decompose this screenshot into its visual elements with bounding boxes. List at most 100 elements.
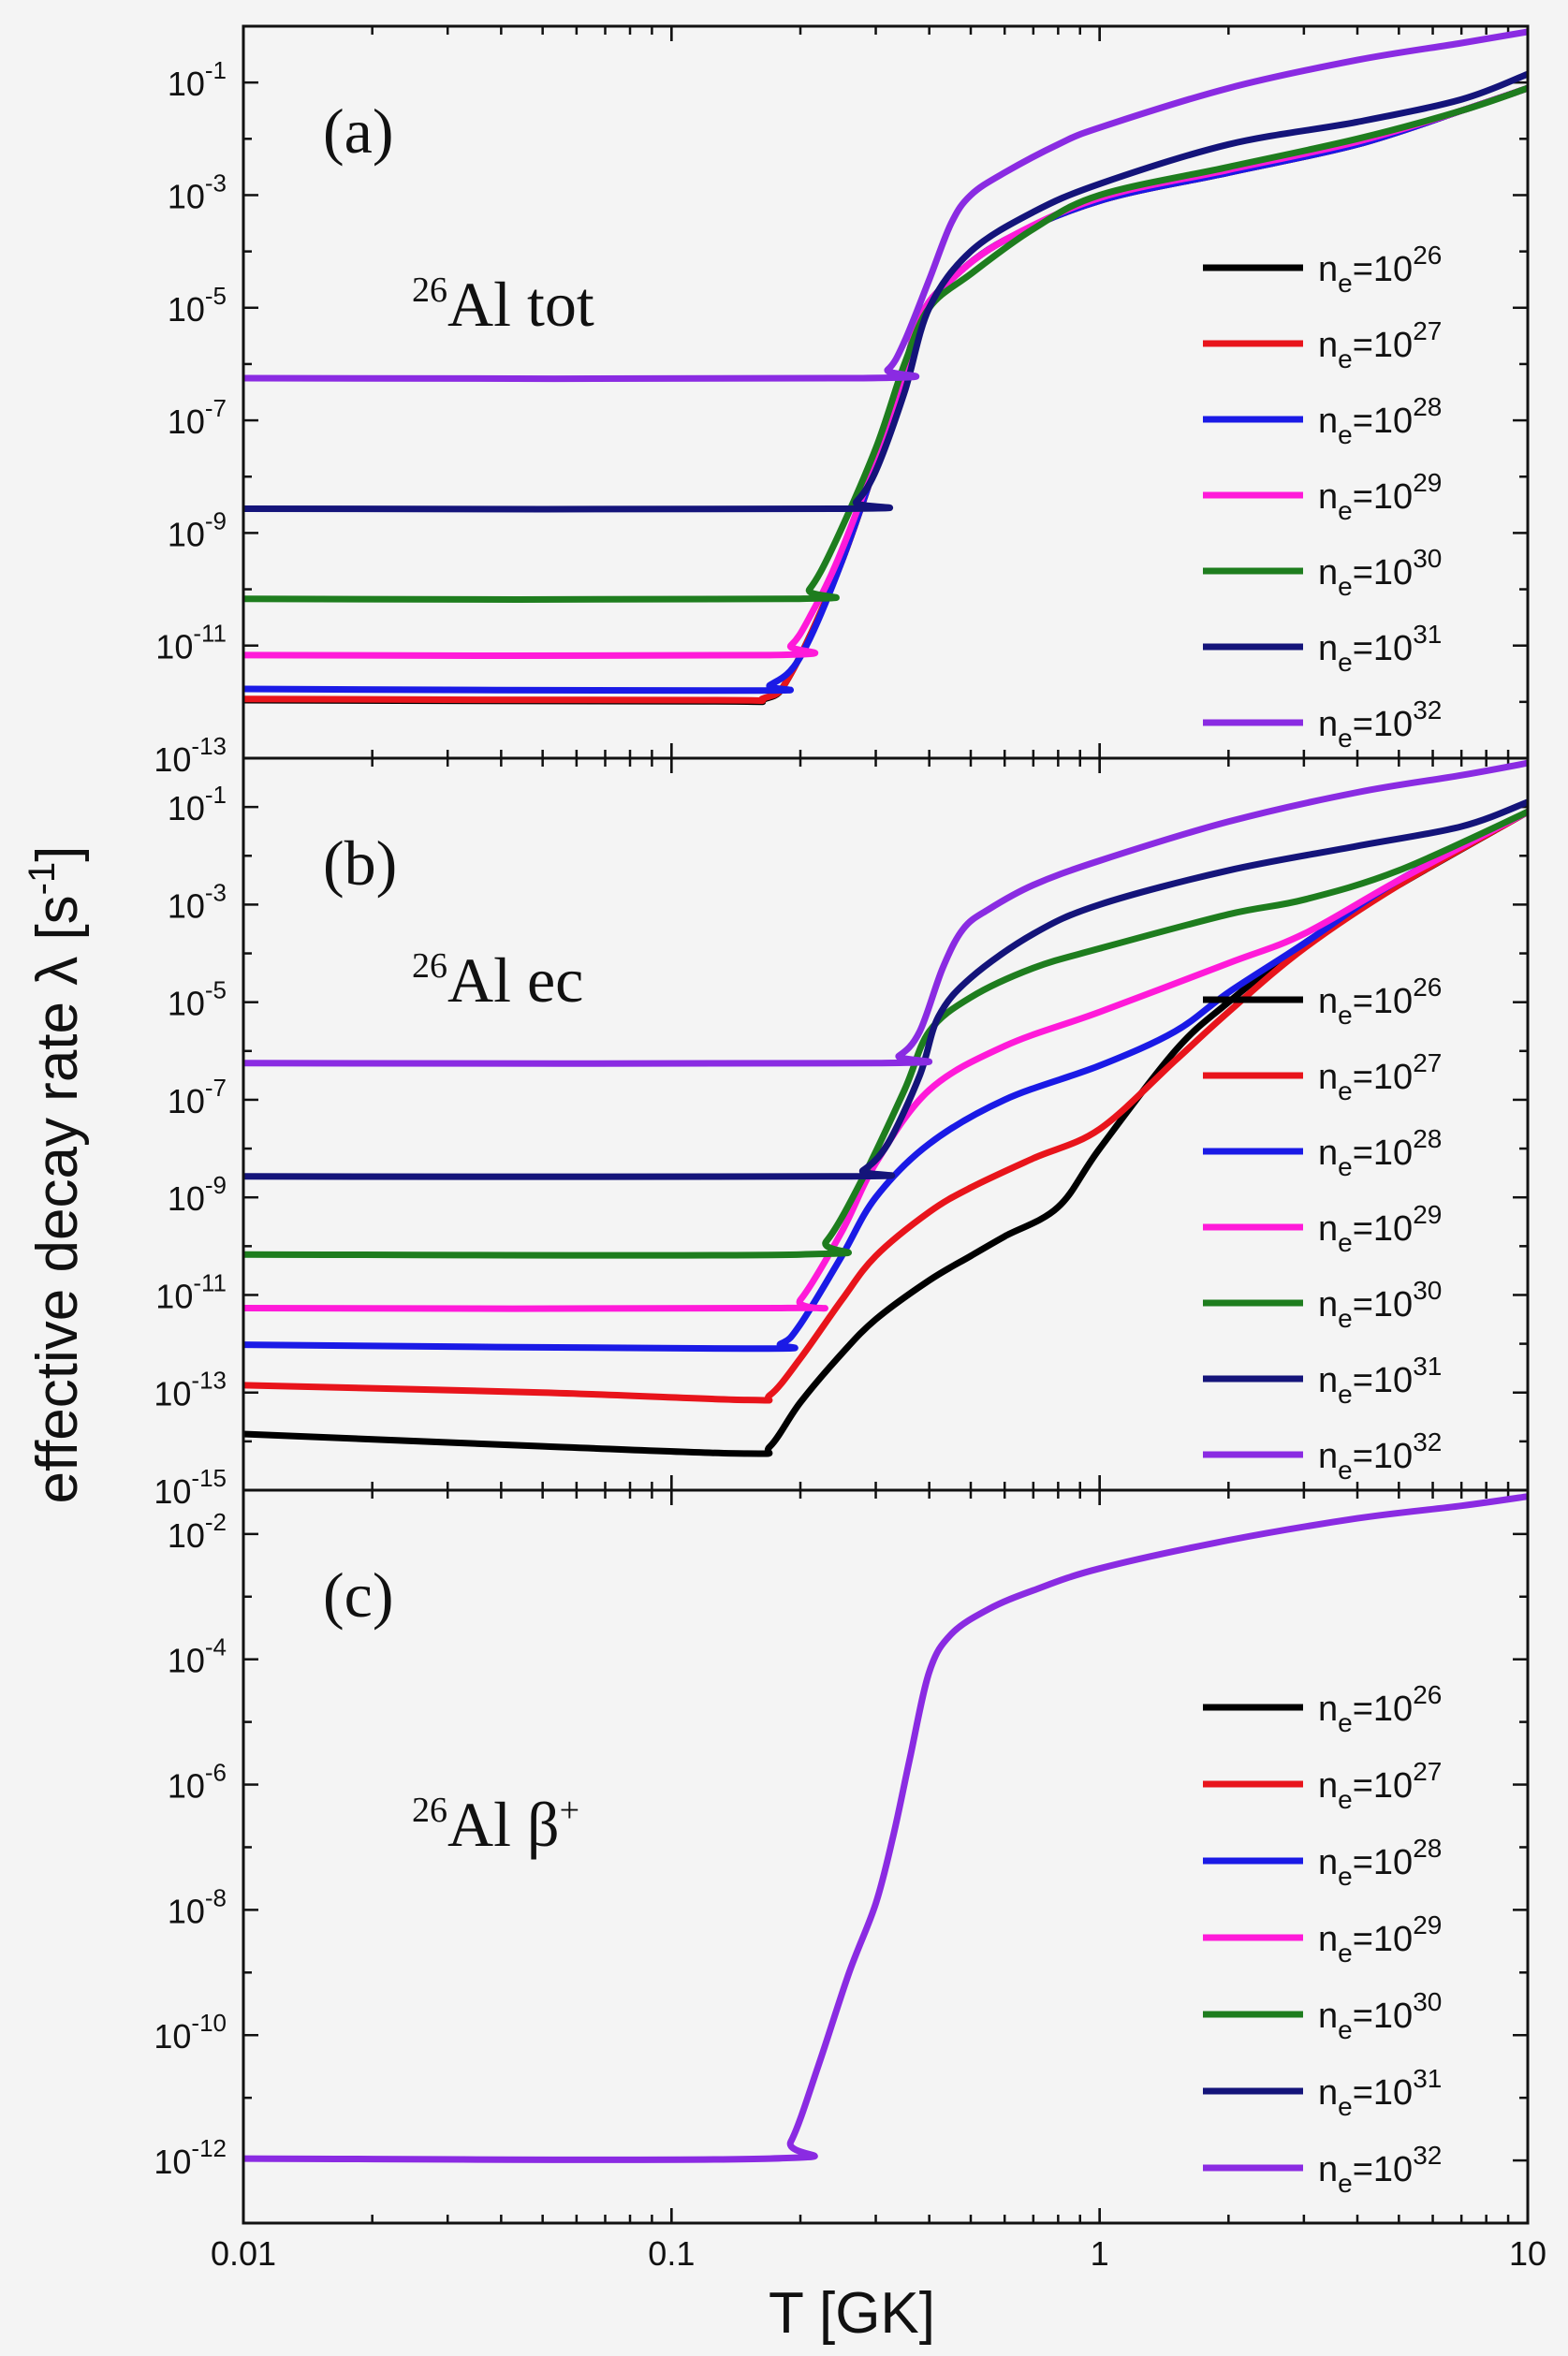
series-line-ne-1e29 (243, 808, 1528, 1312)
plot-frame (242, 1488, 1530, 2225)
legend-label: ne=1026 (1318, 1680, 1442, 1737)
y-tick-label: 10-5 (168, 976, 227, 1023)
legend-label: ne=1032 (1318, 695, 1442, 753)
y-tick-label: 10-8 (168, 1883, 227, 1930)
x-tick-label: 1 (1091, 2234, 1109, 2273)
y-tick-label: 10-13 (154, 1367, 227, 1413)
legend-label: ne=1028 (1318, 1124, 1442, 1181)
legend-label: ne=1027 (1318, 316, 1442, 373)
legend-label: ne=1032 (1318, 1427, 1442, 1485)
y-tick-label: 10-7 (168, 1074, 227, 1120)
y-tick-label: 10-1 (168, 56, 227, 103)
y-tick-label: 10-11 (155, 1268, 227, 1315)
legend: ne=1026 ne=1027 ne=1028 ne=1029 ne=1030 ne=10… (1203, 241, 1442, 753)
panel-label: (c) (323, 1559, 393, 1631)
legend-item: ne=1028 (1203, 1834, 1442, 1891)
series-line-ne-1e31 (243, 70, 1528, 513)
legend-item: ne=1026 (1203, 1680, 1442, 1737)
series-curves (243, 759, 1528, 1457)
svg-text:effective decay rate λ [s-1]: effective decay rate λ [s-1] (22, 846, 90, 1504)
y-axis-ticks: 10-2 10-4 10-6 10-8 10-10 10-12 (154, 1508, 1528, 2225)
x-tick-label: 10 (1509, 2234, 1546, 2273)
y-axis-title-close: ] (25, 846, 90, 862)
legend-item: ne=1031 (1203, 620, 1442, 677)
panel-annotation: 26Al β+ (412, 1789, 579, 1860)
y-tick-label: 10-7 (168, 394, 227, 441)
y-tick-label: 10-5 (168, 282, 227, 329)
x-axis-title: T [GK] (769, 2281, 935, 2346)
legend-label: ne=1030 (1318, 1987, 1442, 2044)
y-axis-ticks: 10-1 10-3 10-5 10-7 10-9 10-11 10-13 10-15 (154, 756, 1528, 1511)
legend-label: ne=1031 (1318, 620, 1442, 677)
y-axis-ticks: 10-1 10-3 10-5 10-7 10-9 10-11 10-13 (154, 24, 1528, 779)
series-line-ne-1e27 (243, 808, 1528, 1404)
legend-label: ne=1029 (1318, 1910, 1442, 1968)
panel-label: (a) (323, 95, 393, 167)
legend-item: ne=1032 (1203, 2141, 1442, 2198)
y-axis-title: effective decay rate λ [s-1] (22, 846, 90, 1504)
y-tick-label: 10-4 (168, 1633, 227, 1680)
legend: ne=1026 ne=1027 ne=1028 ne=1029 ne=1030 ne=10… (1203, 973, 1442, 1485)
legend-label: ne=1030 (1318, 544, 1442, 601)
legend-item: ne=1027 (1203, 316, 1442, 373)
y-tick-label: 10-11 (155, 620, 227, 666)
y-tick-label: 10-3 (168, 168, 227, 215)
legend-label: ne=1026 (1318, 241, 1442, 298)
panel-c: 10-2 10-4 10-6 10-8 10-10 10-12 (c) 26Al β+ ne=1… (154, 1488, 1530, 2225)
legend-item: ne=1026 (1203, 973, 1442, 1030)
legend-label: ne=1028 (1318, 1834, 1442, 1891)
legend-label: ne=1032 (1318, 2141, 1442, 2198)
series-line-ne-1e32 (243, 1493, 1528, 2163)
y-tick-label: 10-10 (154, 2009, 227, 2056)
panel-b: 10-1 10-3 10-5 10-7 10-9 10-11 10-13 10-15 (b)26… (154, 756, 1530, 1511)
legend-label: ne=1029 (1318, 1200, 1442, 1257)
y-tick-label: 10-15 (154, 1464, 227, 1511)
y-tick-label: 10-9 (168, 506, 227, 553)
legend-label: ne=1026 (1318, 973, 1442, 1030)
legend-item: ne=1030 (1203, 1987, 1442, 2044)
panel-annotation: 26Al tot (412, 269, 594, 340)
legend-label: ne=1027 (1318, 1048, 1442, 1105)
legend-item: ne=1031 (1203, 2064, 1442, 2121)
y-axis-title-main: effective decay rate λ [s (25, 895, 90, 1503)
series-line-ne-1e31 (243, 798, 1528, 1180)
series-line-ne-1e32 (243, 28, 1528, 383)
x-axis-tick-labels: 0.01 0.1 1 10 (211, 2234, 1546, 2273)
legend-label: ne=1031 (1318, 1352, 1442, 1409)
legend-label: ne=1028 (1318, 392, 1442, 449)
legend-label: ne=1027 (1318, 1757, 1442, 1814)
series-curves (243, 1493, 1528, 2163)
legend-item: ne=1027 (1203, 1048, 1442, 1105)
panel-label: (b) (323, 827, 397, 899)
legend-item: ne=1029 (1203, 1200, 1442, 1257)
y-tick-label: 10-6 (168, 1759, 227, 1806)
y-tick-label: 10-13 (154, 732, 227, 779)
legend-label: ne=1031 (1318, 2064, 1442, 2121)
y-tick-label: 10-1 (168, 781, 227, 827)
legend-item: ne=1027 (1203, 1757, 1442, 1814)
y-tick-label: 10-12 (154, 2134, 227, 2181)
y-axis-title-sup: -1 (22, 862, 63, 896)
series-line-ne-1e28 (243, 808, 1528, 1353)
legend-item: ne=1029 (1203, 1910, 1442, 1968)
series-line-ne-1e32 (243, 759, 1528, 1067)
legend-item: ne=1031 (1203, 1352, 1442, 1409)
x-tick-label: 0.1 (648, 2234, 695, 2273)
x-tick-label: 0.01 (211, 2234, 276, 2273)
series-curves (243, 28, 1528, 706)
y-tick-label: 10-9 (168, 1171, 227, 1218)
panel-annotation: 26Al ec (412, 944, 583, 1016)
legend-label: ne=1030 (1318, 1276, 1442, 1333)
legend-item: ne=1029 (1203, 468, 1442, 525)
legend-item: ne=1032 (1203, 695, 1442, 753)
legend-item: ne=1030 (1203, 544, 1442, 601)
panel-a: 10-1 10-3 10-5 10-7 10-9 10-11 10-13 (a) 26Al to… (154, 24, 1530, 779)
y-tick-label: 10-3 (168, 878, 227, 925)
legend-label: ne=1029 (1318, 468, 1442, 525)
panels: 10-1 10-3 10-5 10-7 10-9 10-11 10-13 (a) 26Al to… (154, 24, 1530, 2225)
legend-item: ne=1028 (1203, 1124, 1442, 1181)
legend-item: ne=1026 (1203, 241, 1442, 298)
y-tick-label: 10-2 (168, 1508, 227, 1555)
legend-item: ne=1028 (1203, 392, 1442, 449)
